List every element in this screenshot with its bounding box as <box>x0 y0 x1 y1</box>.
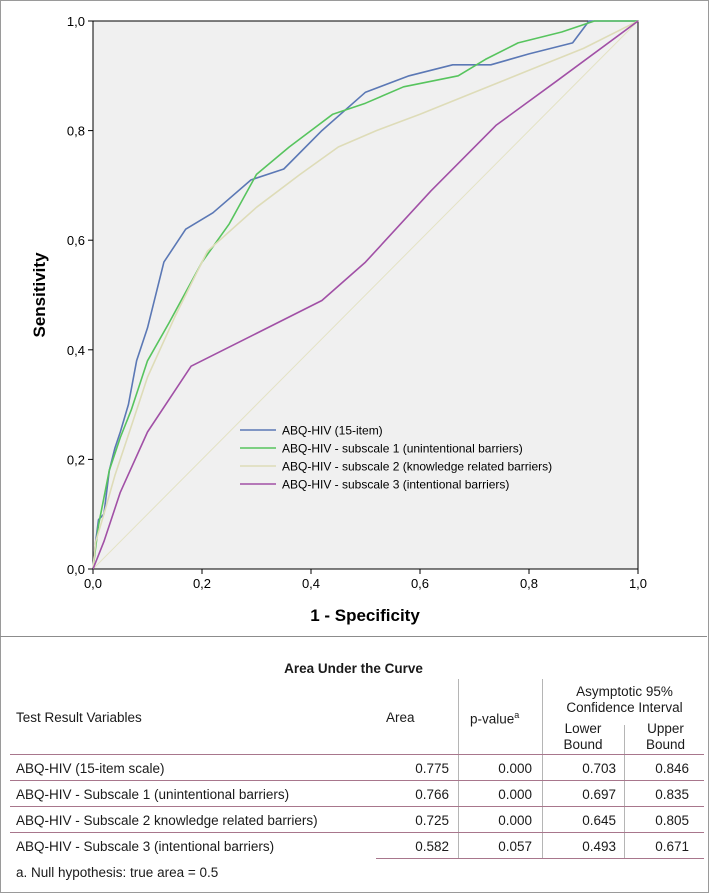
row-lower-bound: 0.493 <box>582 839 616 854</box>
y-tick-label: 1,0 <box>67 14 85 29</box>
y-tick-label: 0,2 <box>67 452 85 467</box>
auc-table: Area Under the Curve Test Result Variabl… <box>0 637 707 891</box>
series-line-4 <box>92 20 639 570</box>
roc-chart: 0,0 0,2 0,4 0,6 0,8 1,0 0,0 0,2 0,4 0,6 0,8 1,0 ABQ… <box>30 14 647 625</box>
row-variable: ABQ-HIV - Subscale 1 (unintentional barr… <box>16 787 290 802</box>
row-lower-bound: 0.645 <box>582 813 616 828</box>
header-p-value: p-valuea <box>470 710 520 727</box>
row-area: 0.725 <box>415 813 449 828</box>
row-area: 0.582 <box>415 839 449 854</box>
legend-label-1: ABQ-HIV (15-item) <box>282 424 383 438</box>
row-rule-2 <box>10 806 704 807</box>
column-divider-ci <box>542 679 543 859</box>
x-tick-label: 0,4 <box>302 576 320 591</box>
row-p-value: 0.057 <box>498 839 532 854</box>
section-divider <box>0 636 707 637</box>
header-upper-bound: Upper Bound <box>645 721 686 752</box>
legend-label-3: ABQ-HIV - subscale 2 (knowledge related … <box>282 460 552 474</box>
roc-chart-svg: 0,0 0,2 0,4 0,6 0,8 1,0 0,0 0,2 0,4 0,6 0,8 1,0 ABQ… <box>30 14 647 625</box>
header-lower-bound: Lower Bound <box>563 721 603 752</box>
row-lower-bound: 0.697 <box>582 787 616 802</box>
x-tick-label: 0,6 <box>411 576 429 591</box>
row-p-value: 0.000 <box>498 761 532 776</box>
x-axis-label: 1 - Specificity <box>310 606 420 625</box>
header-variable: Test Result Variables <box>16 710 142 725</box>
header-area: Area <box>386 710 415 725</box>
y-tick-label: 0,0 <box>67 562 85 577</box>
x-tick-label: 1,0 <box>629 576 647 591</box>
row-upper-bound: 0.805 <box>655 813 689 828</box>
row-rule-4 <box>376 858 704 859</box>
header-rule <box>10 754 704 755</box>
row-variable: ABQ-HIV - Subscale 2 knowledge related b… <box>16 813 318 828</box>
series-line-2 <box>92 20 638 570</box>
y-tick-label: 0,8 <box>67 124 85 139</box>
row-variable: ABQ-HIV - Subscale 3 (intentional barrie… <box>16 839 275 854</box>
auc-table-title: Area Under the Curve <box>284 661 423 676</box>
x-tick-label: 0,2 <box>193 576 211 591</box>
row-rule-1 <box>10 780 704 781</box>
x-tick-label: 0,0 <box>84 576 102 591</box>
row-p-value: 0.000 <box>498 787 532 802</box>
row-area: 0.775 <box>415 761 449 776</box>
column-divider-p <box>458 679 459 859</box>
series-line-3 <box>92 20 639 570</box>
row-lower-bound: 0.703 <box>582 761 616 776</box>
y-tick-label: 0,4 <box>67 343 85 358</box>
row-upper-bound: 0.671 <box>655 839 689 854</box>
column-divider-upper <box>624 725 625 859</box>
header-ci: Asymptotic 95% Confidence Interval <box>566 684 683 715</box>
row-upper-bound: 0.835 <box>655 787 689 802</box>
y-tick-label: 0,6 <box>67 233 85 248</box>
row-area: 0.766 <box>415 787 449 802</box>
row-rule-3 <box>10 832 704 833</box>
reference-diagonal <box>92 20 639 570</box>
x-tick-label: 0,8 <box>520 576 538 591</box>
y-axis-label: Sensitivity <box>30 252 49 338</box>
legend-label-2: ABQ-HIV - subscale 1 (unintentional barr… <box>282 442 523 456</box>
row-p-value: 0.000 <box>498 813 532 828</box>
row-upper-bound: 0.846 <box>655 761 689 776</box>
row-variable: ABQ-HIV (15-item scale) <box>16 761 165 776</box>
table-footnote: a. Null hypothesis: true area = 0.5 <box>16 865 219 880</box>
legend-label-4: ABQ-HIV - subscale 3 (intentional barrie… <box>282 478 509 492</box>
